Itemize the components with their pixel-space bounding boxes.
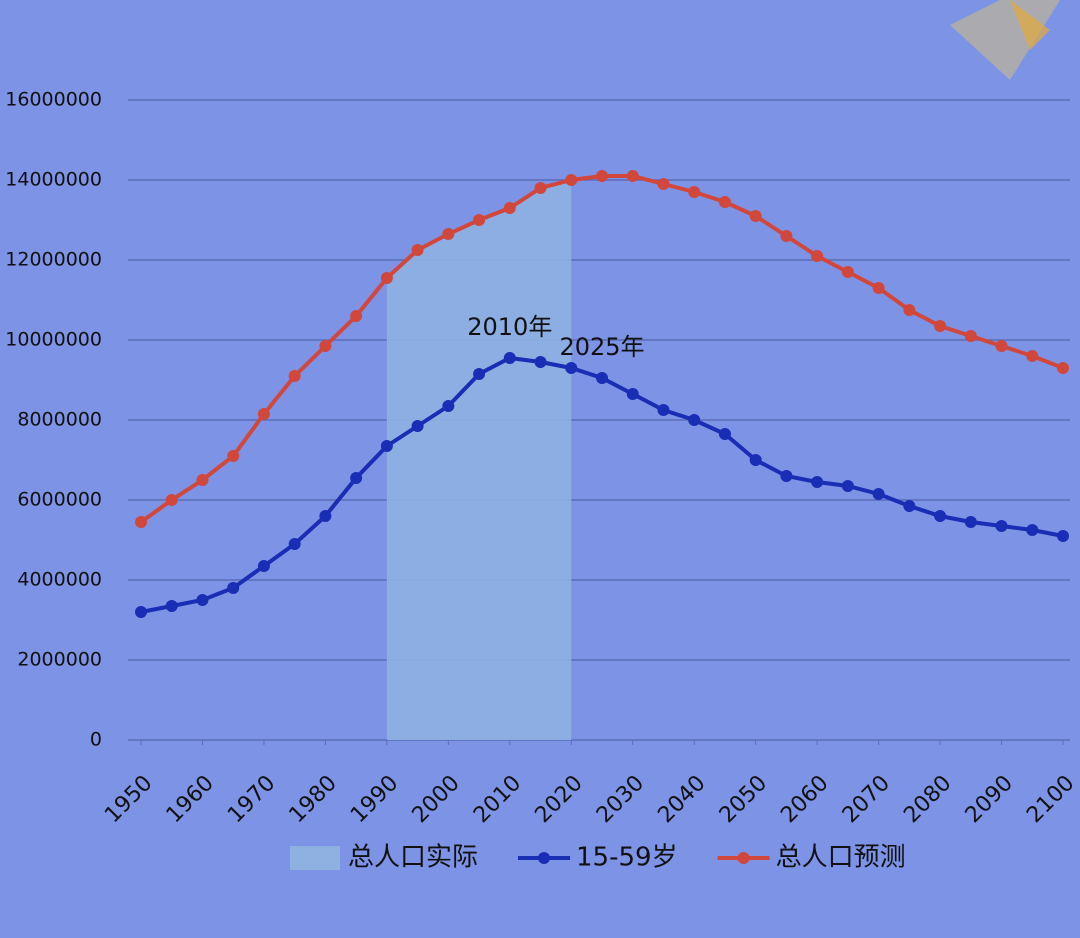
marker bbox=[565, 362, 578, 374]
marker bbox=[165, 494, 178, 506]
marker bbox=[442, 228, 455, 240]
marker bbox=[626, 170, 639, 182]
marker bbox=[165, 600, 178, 612]
legend-swatch bbox=[538, 852, 551, 864]
marker bbox=[288, 538, 301, 550]
marker bbox=[964, 330, 977, 342]
y-tick-label: 6000000 bbox=[17, 489, 102, 511]
marker bbox=[995, 520, 1008, 532]
decoration bbox=[1010, 0, 1050, 50]
marker bbox=[380, 440, 393, 452]
marker bbox=[688, 186, 701, 198]
marker bbox=[596, 170, 608, 182]
y-tick-label: 10000000 bbox=[5, 329, 102, 351]
marker bbox=[227, 450, 240, 462]
marker bbox=[350, 310, 363, 322]
annotation: 2025年 bbox=[559, 333, 644, 361]
marker bbox=[841, 266, 854, 278]
legend-label: 总人口预测 bbox=[776, 843, 906, 873]
marker bbox=[964, 516, 977, 528]
marker bbox=[1057, 362, 1069, 374]
marker bbox=[1026, 524, 1039, 536]
marker bbox=[1026, 350, 1039, 362]
marker bbox=[657, 178, 670, 190]
y-tick-label: 4000000 bbox=[17, 569, 102, 591]
y-tick-label: 12000000 bbox=[5, 249, 102, 271]
marker bbox=[196, 474, 209, 486]
marker bbox=[780, 230, 793, 242]
y-tick-label: 14000000 bbox=[5, 169, 102, 191]
marker bbox=[565, 174, 578, 186]
marker bbox=[749, 454, 762, 466]
legend-swatch bbox=[290, 846, 340, 870]
marker bbox=[257, 560, 270, 572]
marker bbox=[473, 214, 486, 226]
y-tick-label: 2000000 bbox=[17, 649, 102, 671]
marker bbox=[411, 420, 424, 432]
legend-label: 15-59岁 bbox=[576, 843, 678, 873]
marker bbox=[257, 408, 270, 420]
y-tick-label: 0 bbox=[90, 729, 102, 751]
marker bbox=[934, 510, 947, 522]
marker bbox=[749, 210, 762, 222]
marker bbox=[718, 428, 731, 440]
marker bbox=[380, 272, 393, 284]
marker bbox=[872, 282, 885, 294]
marker bbox=[995, 340, 1008, 352]
marker bbox=[442, 400, 455, 412]
marker bbox=[503, 352, 516, 364]
marker bbox=[872, 488, 885, 500]
marker bbox=[903, 500, 916, 512]
marker bbox=[319, 510, 332, 522]
marker bbox=[688, 414, 701, 426]
marker bbox=[350, 472, 363, 484]
marker bbox=[657, 404, 670, 416]
marker bbox=[626, 388, 639, 400]
marker bbox=[903, 304, 916, 316]
marker bbox=[1057, 530, 1069, 542]
marker bbox=[596, 372, 608, 384]
y-tick-label: 16000000 bbox=[5, 89, 102, 111]
marker bbox=[534, 356, 547, 368]
marker bbox=[534, 182, 547, 194]
annotation: 2010年 bbox=[467, 313, 552, 341]
legend-label: 总人口实际 bbox=[348, 843, 478, 873]
y-tick-label: 8000000 bbox=[17, 409, 102, 431]
marker bbox=[811, 250, 824, 262]
marker bbox=[135, 516, 147, 528]
marker bbox=[227, 582, 240, 594]
marker bbox=[811, 476, 824, 488]
marker bbox=[934, 320, 947, 332]
marker bbox=[473, 368, 486, 380]
marker bbox=[288, 370, 301, 382]
legend-swatch bbox=[737, 852, 750, 864]
area bbox=[386, 180, 572, 740]
marker bbox=[196, 594, 209, 606]
marker bbox=[841, 480, 854, 492]
marker bbox=[135, 606, 147, 618]
marker bbox=[780, 470, 793, 482]
marker bbox=[503, 202, 516, 214]
marker bbox=[319, 340, 332, 352]
marker bbox=[718, 196, 731, 208]
marker bbox=[411, 244, 424, 256]
